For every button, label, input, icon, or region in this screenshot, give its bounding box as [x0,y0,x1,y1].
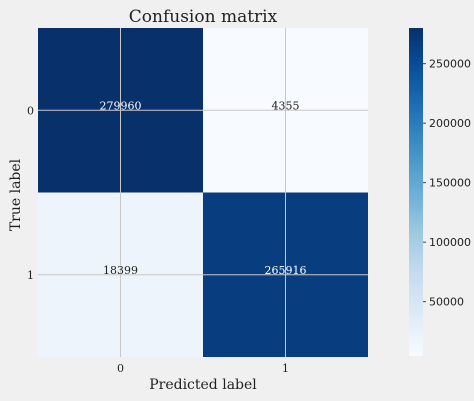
cell-value-label: 18399 [103,264,138,277]
colorbar-ticks: 50000 100000 150000 200000 250000 [423,58,471,309]
x-axis-label: Predicted label [149,377,257,393]
cell-value-labels: 279960 4355 18399 265916 [100,99,307,277]
y-axis-label: True label [8,158,24,231]
cell-value-label: 265916 [265,264,307,277]
colorbar-tick-label: 250000 [429,58,471,71]
x-tick-label: 1 [282,362,289,375]
gridlines [38,28,368,357]
y-tick-label: 0 [27,104,34,117]
y-tick-labels: 01 [27,104,34,282]
colorbar-gradient [409,28,423,356]
cell-value-label: 4355 [272,99,300,112]
colorbar-tick-label: 150000 [429,177,471,190]
cell-value-label: 279960 [100,99,142,112]
colorbar-tick-label: 200000 [429,117,471,130]
heatmap-cells [38,28,368,357]
x-tick-label: 0 [117,362,124,375]
chart-title: Confusion matrix [129,7,278,27]
colorbar-tick-label: 100000 [429,236,471,249]
y-tick-label: 1 [27,269,34,282]
colorbar-tick-label: 50000 [429,296,464,309]
colorbar: 50000 100000 150000 200000 250000 [409,28,471,356]
